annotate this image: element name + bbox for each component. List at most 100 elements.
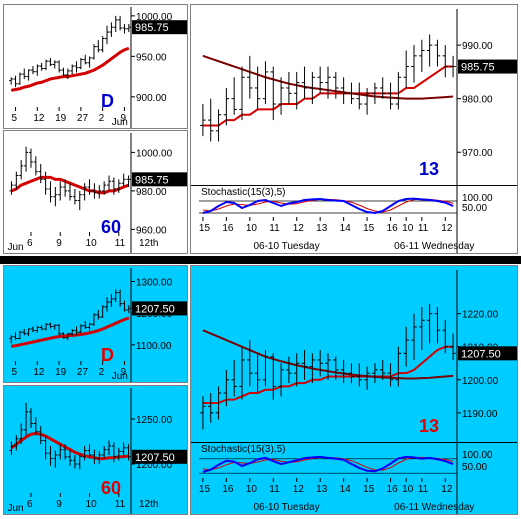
ohlc-bar bbox=[61, 67, 66, 77]
x-tick-label: 19 bbox=[55, 367, 67, 378]
stochastic-y-label: 50.00 bbox=[462, 203, 487, 214]
x-tick-label: 12 bbox=[441, 223, 453, 234]
ohlc-bar bbox=[116, 179, 121, 193]
ohlc-bar bbox=[126, 23, 131, 33]
ohlc-bar bbox=[107, 440, 112, 455]
ohlc-bar bbox=[207, 98, 214, 142]
ohlc-bar bbox=[48, 322, 53, 329]
x-month-label: Jun bbox=[7, 242, 23, 253]
ohlc-bar bbox=[419, 39, 425, 72]
chart-panel-top-60min[interactable]: 960.00 980.00 1000.00 985.75 60 6 9 10 11 Jun 12th bbox=[3, 130, 188, 254]
ohlc-bar bbox=[356, 82, 363, 110]
chart-panel-bottom-13min[interactable]: 1190.001200.001210.001220.0050.00100.00S… bbox=[190, 265, 518, 515]
ohlc-bar bbox=[28, 148, 33, 168]
x-tick-label: 9 bbox=[120, 367, 126, 378]
ohlc-bar bbox=[262, 61, 269, 105]
last-price-label: 985.75 bbox=[135, 22, 169, 34]
x-tick-label: 6 bbox=[27, 499, 33, 510]
ohlc-bar bbox=[411, 45, 417, 83]
x-tick-label: 9 bbox=[56, 499, 62, 510]
x-tick-label: 12 bbox=[33, 113, 45, 124]
ohlc-bar bbox=[372, 82, 378, 105]
ohlc-bar bbox=[270, 353, 277, 400]
ohlc-bar bbox=[91, 44, 96, 60]
ohlc-bar bbox=[78, 57, 83, 70]
x-tick-label: 15 bbox=[199, 223, 211, 234]
x-tick-label: 12 bbox=[293, 223, 305, 234]
ohlc-bar bbox=[26, 328, 31, 336]
ohlc-bar bbox=[317, 350, 323, 377]
y-tick-label: 980.00 bbox=[462, 95, 493, 106]
last-price-marker bbox=[132, 301, 187, 316]
ohlc-bar bbox=[109, 294, 114, 307]
ohlc-bar bbox=[28, 408, 33, 428]
x-month-label: Jun bbox=[112, 371, 128, 382]
moving-average-line bbox=[10, 46, 130, 92]
x-tick-label: 12 bbox=[441, 484, 453, 495]
ohlc-bar bbox=[33, 417, 38, 436]
ohlc-bar bbox=[58, 181, 63, 201]
timeframe-label: D bbox=[101, 345, 114, 365]
stochastic-label: Stochastic(15(3),5) bbox=[201, 187, 285, 198]
ohlc-bar bbox=[364, 366, 370, 390]
stochastic-y-label: 100.00 bbox=[462, 193, 493, 204]
ohlc-bar bbox=[442, 320, 449, 354]
x-tick-label: 11 bbox=[269, 484, 280, 495]
ohlc-bar bbox=[30, 66, 35, 75]
chart-panel-bottom-daily[interactable]: 1100.001200.001300.001207.50D512192729Ju… bbox=[3, 265, 188, 383]
ohlc-bar bbox=[333, 356, 339, 380]
ohlc-bar bbox=[215, 386, 222, 420]
chart-panel-bottom-60min[interactable]: 1200.00 1250.00 1207.50 60 6 9 10 11 Jun 12th bbox=[3, 385, 188, 515]
ohlc-bar bbox=[403, 326, 409, 367]
ohlc-bar bbox=[48, 181, 53, 203]
ohlc-bar bbox=[65, 332, 70, 341]
ohlc-bar bbox=[24, 146, 29, 172]
ohlc-bar bbox=[118, 289, 123, 307]
chart-svg: 1200.00 1250.00 1207.50 60 6 9 10 11 Jun 12th bbox=[4, 386, 187, 514]
x-tick-label: 10 bbox=[246, 484, 258, 495]
ohlc-bar bbox=[270, 66, 277, 121]
ohlc-bar bbox=[44, 59, 49, 71]
ohlc-bar bbox=[364, 87, 370, 115]
moving-average-line bbox=[10, 175, 130, 195]
x-tick-label: 11 bbox=[418, 484, 429, 495]
x-tick-label: 10 bbox=[246, 223, 258, 234]
ohlc-bar bbox=[68, 450, 72, 466]
ohlc-bar bbox=[126, 305, 131, 314]
ohlc-bar bbox=[403, 50, 409, 88]
ohlc-bar bbox=[63, 179, 68, 197]
x-tick-label: 2 bbox=[99, 113, 105, 124]
ohlc-bar bbox=[24, 402, 29, 436]
y-tick-label: 1000.00 bbox=[136, 148, 173, 159]
ohlc-bar bbox=[278, 77, 284, 115]
last-price-label: 1207.50 bbox=[135, 303, 175, 315]
ohlc-bar bbox=[247, 340, 253, 387]
ohlc-bar bbox=[96, 310, 101, 320]
ohlc-bar bbox=[87, 322, 92, 331]
chart-panel-top-daily[interactable]: 900.00 950.00 1000.00 985.75 D 5 12 19 27 2 9 Jun bbox=[3, 4, 188, 129]
chart-svg: 960.00 980.00 1000.00 985.75 60 6 9 10 11 Jun 12th bbox=[4, 131, 187, 253]
ohlc-bar bbox=[434, 39, 441, 67]
x-tick-label: 16 bbox=[222, 484, 234, 495]
ohlc-bar bbox=[91, 313, 96, 326]
last-price-label: 1207.50 bbox=[461, 348, 501, 360]
x-date-label: 06-10 Tuesday bbox=[253, 502, 319, 513]
ohlc-bar bbox=[231, 359, 237, 397]
ohlc-bar bbox=[33, 156, 38, 176]
x-tick-label: 5 bbox=[12, 113, 18, 124]
ohlc-bar bbox=[9, 441, 14, 455]
ohlc-bar bbox=[82, 183, 87, 201]
y-tick-label: 1220.00 bbox=[462, 310, 499, 321]
x-tick-label: 15 bbox=[363, 484, 375, 495]
last-price-label: 985.75 bbox=[135, 174, 169, 186]
ohlc-bar bbox=[9, 181, 14, 195]
ohlc-bar bbox=[39, 62, 44, 71]
last-price-label: 1207.50 bbox=[135, 452, 175, 464]
ohlc-bar bbox=[72, 455, 77, 469]
x-date-label: 06-11 Wednesday bbox=[394, 241, 474, 252]
chart-panel-top-13min[interactable]: 970.00 980.00 990.00 50.00 100.00 Stochastic(… bbox=[190, 4, 518, 254]
y-tick-label: 960.00 bbox=[136, 225, 167, 236]
ohlc-bar bbox=[116, 447, 121, 461]
x-tick-label: 2 bbox=[99, 367, 105, 378]
